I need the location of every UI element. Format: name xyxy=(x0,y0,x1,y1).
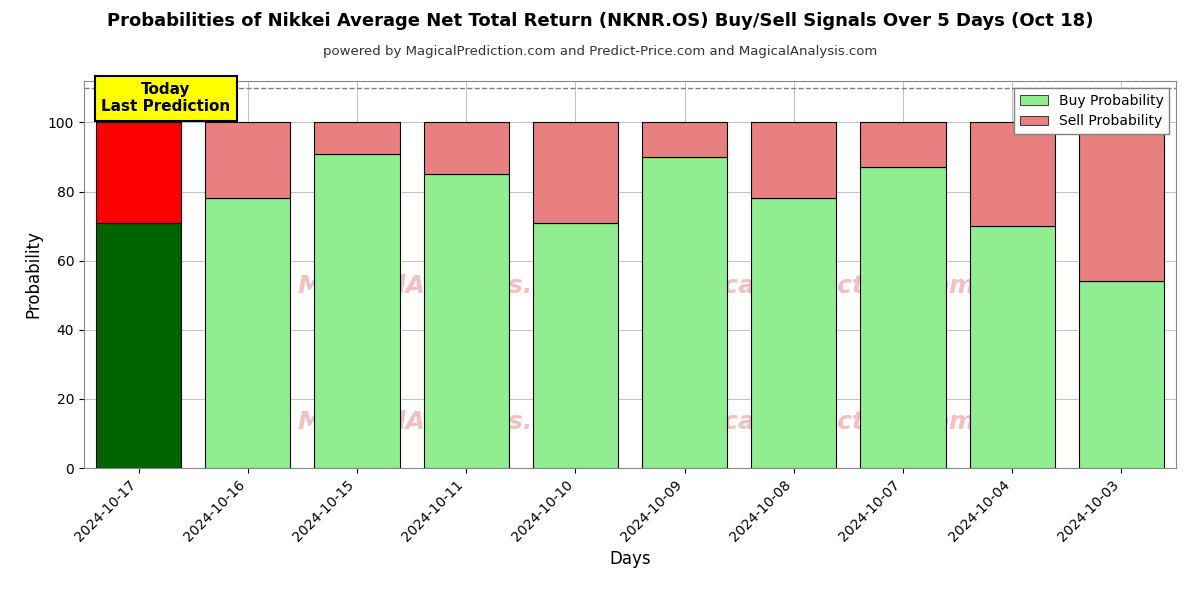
Text: powered by MagicalPrediction.com and Predict-Price.com and MagicalAnalysis.com: powered by MagicalPrediction.com and Pre… xyxy=(323,44,877,58)
Y-axis label: Probability: Probability xyxy=(24,230,42,319)
Bar xyxy=(533,122,618,223)
Bar xyxy=(1079,281,1164,468)
Bar xyxy=(860,122,946,167)
Bar xyxy=(205,199,290,468)
Bar xyxy=(96,122,181,223)
X-axis label: Days: Days xyxy=(610,550,650,568)
Bar xyxy=(205,122,290,199)
Bar xyxy=(533,223,618,468)
Legend: Buy Probability, Sell Probability: Buy Probability, Sell Probability xyxy=(1014,88,1169,134)
Bar xyxy=(860,167,946,468)
Bar xyxy=(970,122,1055,226)
Text: MagicalPrediction.com: MagicalPrediction.com xyxy=(655,274,976,298)
Bar xyxy=(314,122,400,154)
Bar xyxy=(751,199,836,468)
Text: MagicalAnalysis.com: MagicalAnalysis.com xyxy=(298,410,592,434)
Bar xyxy=(642,122,727,157)
Bar xyxy=(970,226,1055,468)
Bar xyxy=(1079,122,1164,281)
Bar xyxy=(424,174,509,468)
Bar xyxy=(96,223,181,468)
Text: MagicalPrediction.com: MagicalPrediction.com xyxy=(655,410,976,434)
Bar xyxy=(751,122,836,199)
Bar xyxy=(424,122,509,174)
Bar xyxy=(642,157,727,468)
Text: Today
Last Prediction: Today Last Prediction xyxy=(101,82,230,115)
Text: Probabilities of Nikkei Average Net Total Return (NKNR.OS) Buy/Sell Signals Over: Probabilities of Nikkei Average Net Tota… xyxy=(107,12,1093,30)
Bar xyxy=(314,154,400,468)
Text: MagicalAnalysis.com: MagicalAnalysis.com xyxy=(298,274,592,298)
